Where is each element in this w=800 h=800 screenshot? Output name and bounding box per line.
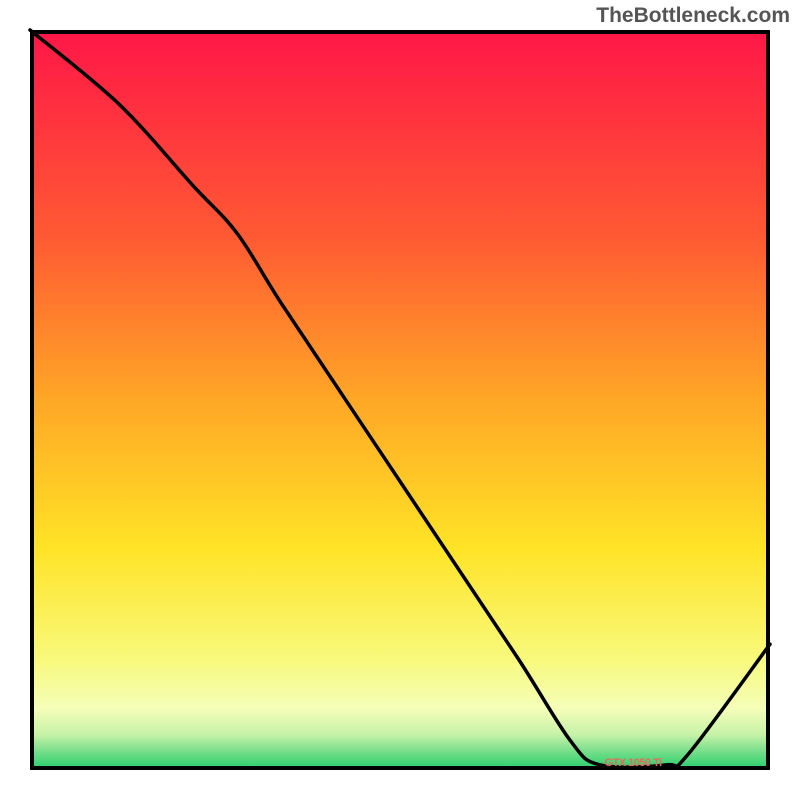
bottleneck-chart: GTX 1050 Ti [0, 0, 800, 800]
chart-gradient-fill [32, 32, 768, 768]
watermark-text: TheBottleneck.com [596, 4, 790, 28]
chart-container: GTX 1050 Ti TheBottleneck.com [0, 0, 800, 800]
